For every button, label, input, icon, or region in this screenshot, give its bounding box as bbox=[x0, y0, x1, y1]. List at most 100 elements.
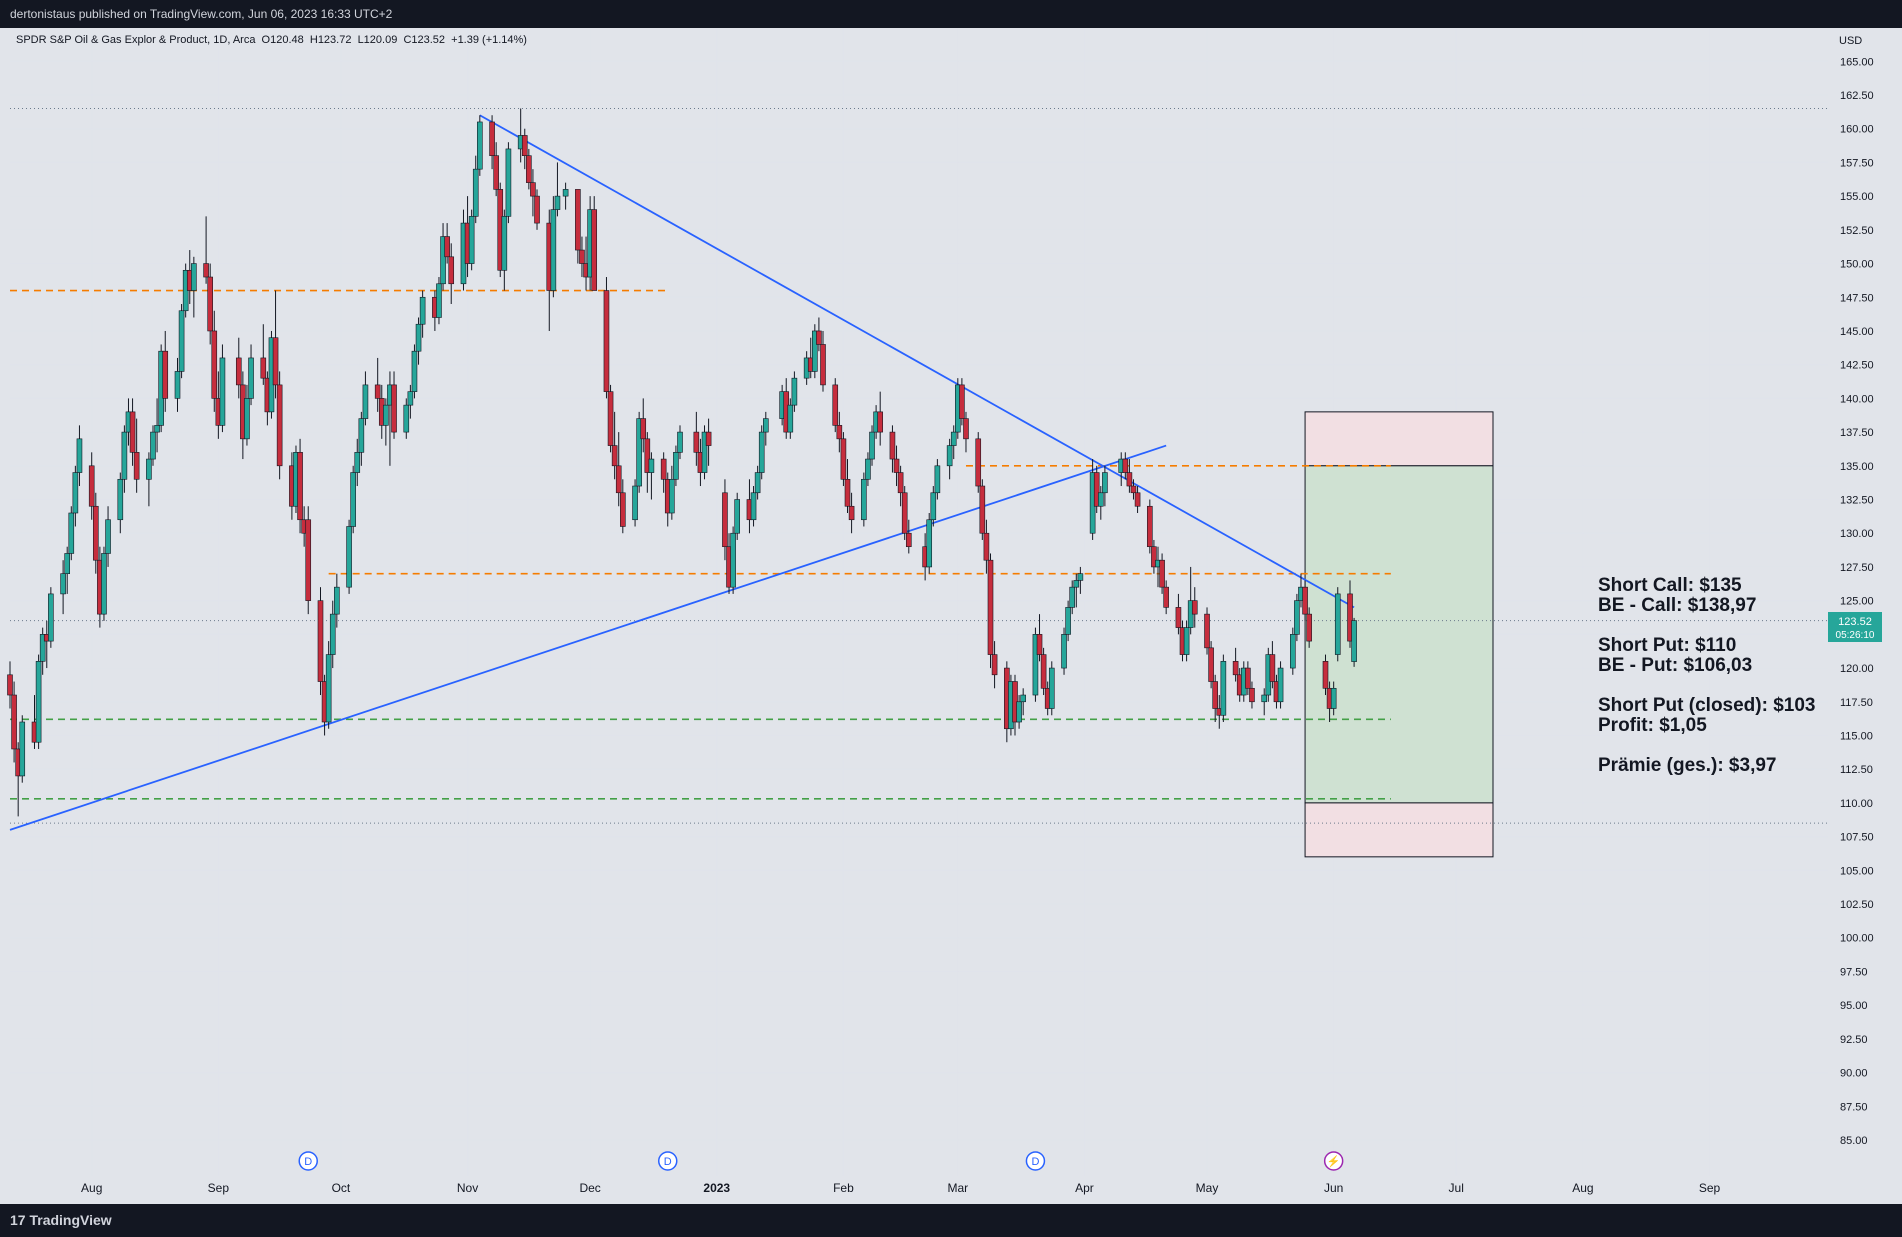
candle bbox=[950, 425, 957, 460]
price-chart[interactable]: USD 165.00 162.50 160.00 157.50 155.00 152.50… bbox=[0, 28, 1902, 1204]
candle-body bbox=[901, 492, 908, 534]
event-marker-label: D bbox=[1031, 1156, 1039, 1168]
candle bbox=[1134, 486, 1141, 513]
candle-body bbox=[1032, 634, 1039, 696]
y-tick-label: 107.50 bbox=[1840, 832, 1874, 844]
candle-body bbox=[72, 472, 79, 514]
candle bbox=[325, 641, 332, 729]
candle bbox=[207, 263, 213, 345]
y-tick-label: 95.00 bbox=[1840, 1000, 1868, 1012]
y-tick-label: 140.00 bbox=[1840, 393, 1874, 405]
candle bbox=[1159, 553, 1165, 594]
candle bbox=[419, 290, 426, 338]
time-axis[interactable]: Aug Sep Oct Nov Dec 2023 Feb Mar Apr May Jun Jul Aug… bbox=[81, 1181, 1720, 1195]
candle bbox=[611, 411, 618, 480]
candle-body bbox=[1102, 472, 1108, 494]
candle bbox=[383, 398, 389, 446]
candle-body bbox=[272, 337, 279, 386]
candle-body bbox=[276, 384, 283, 467]
candle-body bbox=[946, 445, 953, 467]
candle-body bbox=[358, 418, 365, 453]
candle-body bbox=[101, 553, 107, 615]
candle bbox=[734, 492, 741, 540]
candle-body bbox=[832, 384, 839, 426]
candle bbox=[693, 411, 700, 466]
candle-body bbox=[636, 418, 642, 487]
candle bbox=[76, 425, 83, 487]
candle-body bbox=[1061, 634, 1067, 669]
candle-body bbox=[346, 526, 352, 588]
candle bbox=[133, 418, 140, 493]
candle bbox=[579, 236, 585, 278]
candle-body bbox=[758, 431, 765, 473]
candle-body bbox=[219, 357, 226, 426]
candle-body bbox=[1048, 667, 1055, 709]
candle-body bbox=[1277, 667, 1284, 703]
candle bbox=[575, 189, 581, 264]
candle bbox=[991, 641, 998, 689]
candle bbox=[1093, 465, 1100, 513]
position-zones bbox=[1304, 411, 1494, 858]
candle-body bbox=[436, 283, 442, 318]
candle bbox=[60, 560, 66, 615]
candle-body bbox=[673, 452, 679, 480]
zone-rect bbox=[1304, 411, 1494, 467]
candle bbox=[787, 398, 794, 439]
y-tick-label: 117.50 bbox=[1840, 697, 1873, 709]
candle-body bbox=[762, 418, 769, 433]
candle-body bbox=[162, 350, 169, 399]
candle bbox=[505, 142, 512, 224]
candle-body bbox=[468, 216, 475, 264]
candle-body bbox=[146, 458, 152, 480]
candle bbox=[562, 182, 569, 210]
candle-body bbox=[603, 290, 610, 392]
zone-rect bbox=[1304, 802, 1494, 858]
candle bbox=[150, 425, 156, 466]
candle bbox=[550, 196, 557, 298]
candle-body bbox=[1093, 472, 1100, 507]
candle bbox=[820, 330, 826, 392]
candle-body bbox=[844, 478, 851, 507]
candle-body bbox=[840, 438, 847, 480]
publisher-bar: dertonistaus published on TradingView.co… bbox=[0, 0, 1902, 28]
candle-body bbox=[1290, 634, 1296, 669]
candle bbox=[174, 357, 181, 412]
plot-background bbox=[0, 28, 1902, 1204]
candle bbox=[440, 223, 446, 291]
y-tick-label: 155.00 bbox=[1840, 191, 1874, 203]
y-tick-label: 162.50 bbox=[1840, 90, 1874, 102]
candle bbox=[329, 600, 336, 669]
candle-body bbox=[203, 263, 209, 278]
candle-body bbox=[963, 418, 969, 440]
candle bbox=[1163, 580, 1169, 615]
candle bbox=[673, 445, 679, 487]
candle bbox=[1245, 661, 1251, 696]
candle bbox=[64, 546, 70, 594]
candle-body bbox=[117, 478, 124, 521]
candle bbox=[1061, 627, 1067, 675]
y-tick-label: 152.50 bbox=[1840, 225, 1874, 237]
candle bbox=[554, 162, 561, 217]
candle bbox=[1065, 600, 1071, 642]
note-short-call: Short Call: $135 bbox=[1598, 575, 1742, 596]
candle bbox=[1102, 465, 1108, 507]
candle-body bbox=[350, 472, 356, 527]
candle-body bbox=[1212, 681, 1218, 709]
candle-body bbox=[693, 431, 700, 453]
candle bbox=[88, 452, 95, 520]
note-be-call: BE - Call: $138,97 bbox=[1598, 595, 1756, 616]
x-tick-label: Feb bbox=[833, 1181, 854, 1195]
candle-body bbox=[530, 182, 536, 197]
candle-body bbox=[1261, 694, 1268, 703]
strategy-notes: Short Call: $135 BE - Call: $138,97 Shor… bbox=[1598, 575, 1816, 776]
candle bbox=[477, 115, 483, 176]
candle bbox=[1347, 580, 1353, 648]
candle bbox=[1294, 593, 1300, 642]
y-tick-label: 105.00 bbox=[1840, 865, 1874, 877]
candle-body bbox=[1208, 647, 1214, 682]
price-axis[interactable]: USD 165.00 162.50 160.00 157.50 155.00 152.50… bbox=[1839, 35, 1874, 1147]
candle-body bbox=[19, 721, 26, 777]
tradingview-logo[interactable]: 17 TradingView bbox=[10, 1204, 112, 1237]
candle-body bbox=[926, 519, 933, 568]
chart-area[interactable]: USD 165.00 162.50 160.00 157.50 155.00 152.50… bbox=[0, 28, 1902, 1204]
